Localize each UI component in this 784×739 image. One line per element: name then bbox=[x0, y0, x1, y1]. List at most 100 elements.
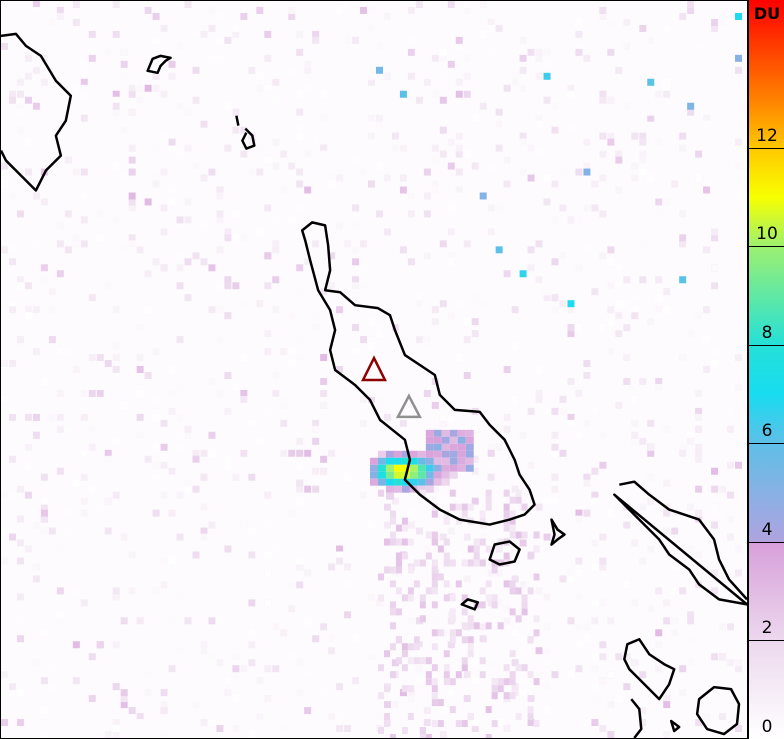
so2-pixel bbox=[487, 461, 495, 469]
so2-pixel bbox=[192, 449, 200, 457]
so2-pixel bbox=[40, 509, 48, 517]
so2-pixel bbox=[543, 497, 551, 505]
so2-pixel bbox=[304, 186, 312, 194]
so2-pixel bbox=[463, 150, 471, 158]
so2-pixel bbox=[703, 114, 711, 122]
so2-pixel bbox=[176, 443, 184, 451]
so2-pixel bbox=[399, 419, 407, 427]
so2-pixel bbox=[687, 431, 695, 439]
so2-pixel bbox=[439, 48, 447, 56]
so2-plume-pixel bbox=[431, 692, 438, 700]
so2-plume-pixel bbox=[389, 734, 396, 738]
so2-pixel bbox=[32, 563, 40, 571]
so2-pixel bbox=[383, 701, 391, 709]
so2-pixel bbox=[663, 425, 671, 433]
so2-pixel bbox=[519, 138, 527, 146]
so2-pixel bbox=[264, 695, 272, 703]
so2-pixel bbox=[575, 168, 583, 176]
so2-pixel bbox=[567, 300, 575, 308]
so2-plume-pixel bbox=[515, 489, 522, 497]
so2-pixel bbox=[16, 78, 24, 86]
so2-pixel bbox=[160, 204, 168, 212]
so2-pixel bbox=[112, 437, 120, 445]
so2-pixel bbox=[152, 144, 160, 152]
so2-pixel bbox=[607, 306, 615, 314]
so2-pixel bbox=[727, 659, 735, 667]
so2-pixel bbox=[727, 425, 735, 433]
so2-pixel bbox=[136, 246, 144, 254]
so2-pixel bbox=[679, 443, 687, 451]
so2-pixel bbox=[48, 78, 56, 86]
so2-pixel bbox=[16, 557, 24, 565]
so2-plume-pixel bbox=[509, 650, 516, 658]
so2-pixel bbox=[16, 635, 24, 643]
so2-pixel bbox=[599, 461, 607, 469]
so2-plume-pixel bbox=[467, 650, 474, 658]
colorbar: DU 0 2 4 6 8 10 12 bbox=[748, 0, 784, 739]
so2-pixel bbox=[168, 467, 176, 475]
so2-pixel bbox=[679, 449, 687, 457]
so2-pixel bbox=[48, 413, 56, 421]
so2-pixel bbox=[711, 282, 719, 290]
so2-pixel bbox=[719, 653, 727, 661]
so2-plume-pixel bbox=[461, 559, 468, 567]
so2-pixel bbox=[447, 689, 455, 697]
so2-pixel bbox=[152, 174, 160, 182]
so2-pixel bbox=[128, 144, 136, 152]
so2-pixel bbox=[16, 282, 24, 290]
so2-pixel bbox=[479, 623, 487, 631]
so2-pixel bbox=[623, 581, 631, 589]
so2-background-pixels bbox=[1, 1, 743, 738]
so2-pixel bbox=[735, 461, 743, 469]
so2-pixel bbox=[312, 425, 320, 433]
so2-pixel bbox=[248, 66, 256, 74]
so2-pixel bbox=[495, 108, 503, 116]
so2-pixel bbox=[224, 276, 232, 284]
so2-pixel bbox=[599, 252, 607, 260]
so2-pixel bbox=[455, 78, 463, 86]
so2-pixel bbox=[40, 377, 48, 385]
so2-pixel bbox=[495, 569, 503, 577]
so2-pixel bbox=[639, 324, 647, 332]
so2-plume-pixel bbox=[389, 538, 396, 546]
coastline-tiny-island bbox=[460, 598, 479, 611]
so2-pixel bbox=[431, 485, 439, 493]
so2-pixel bbox=[663, 24, 671, 32]
so2-pixel bbox=[272, 138, 280, 146]
so2-pixel bbox=[455, 168, 463, 176]
so2-pixel bbox=[447, 641, 455, 649]
so2-plume-pixel bbox=[449, 706, 456, 714]
so2-pixel bbox=[727, 198, 735, 206]
so2-pixel bbox=[711, 653, 719, 661]
so2-pixel bbox=[216, 54, 224, 62]
so2-pixel bbox=[80, 473, 88, 481]
so2-pixel bbox=[328, 180, 336, 188]
so2-pixel bbox=[479, 635, 487, 643]
so2-pixel bbox=[240, 395, 248, 403]
so2-pixel bbox=[352, 36, 360, 44]
so2-pixel bbox=[711, 24, 719, 32]
so2-pixel bbox=[264, 282, 272, 290]
so2-pixel bbox=[407, 521, 415, 529]
so2-pixel bbox=[88, 354, 96, 362]
so2-pixel bbox=[479, 102, 487, 110]
so2-pixel bbox=[72, 234, 80, 242]
so2-pixel bbox=[679, 144, 687, 152]
so2-pixel bbox=[423, 210, 431, 218]
so2-plume-pixel bbox=[467, 643, 474, 651]
so2-pixel bbox=[407, 354, 415, 362]
so2-pixel bbox=[415, 719, 423, 727]
so2-pixel bbox=[623, 324, 631, 332]
so2-pixel bbox=[296, 689, 304, 697]
so2-plume-pixel bbox=[383, 685, 390, 693]
so2-pixel bbox=[535, 366, 543, 373]
so2-pixel bbox=[415, 527, 423, 535]
so2-pixel bbox=[655, 383, 663, 391]
so2-pixel bbox=[703, 246, 711, 254]
so2-pixel bbox=[431, 617, 439, 625]
so2-plume-pixel bbox=[443, 559, 450, 567]
so2-pixel bbox=[160, 264, 168, 272]
so2-pixel bbox=[280, 401, 288, 409]
so2-pixel bbox=[288, 6, 296, 14]
